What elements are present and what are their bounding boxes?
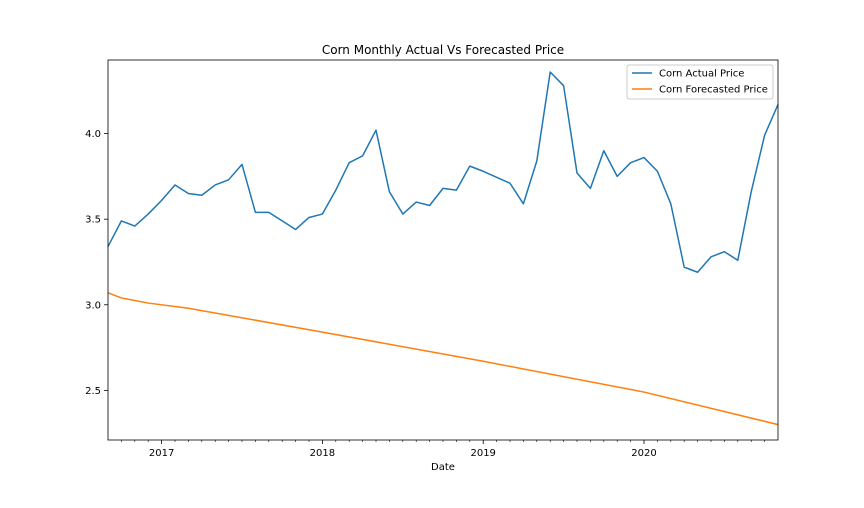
y-tick-label: 2.5 bbox=[85, 386, 101, 397]
legend-label-1: Corn Actual Price bbox=[659, 69, 744, 80]
series-line-2 bbox=[107, 292, 779, 426]
x-tick-label: 2019 bbox=[470, 448, 495, 459]
series-layer bbox=[107, 71, 779, 426]
axes-layer: 2017 2018 2019 2020 2.5 3.0 3.5 4.0 bbox=[85, 129, 765, 459]
y-tick-label: 3.0 bbox=[85, 300, 101, 311]
plot-area-frame bbox=[107, 59, 779, 441]
x-tick-label: 2018 bbox=[310, 448, 335, 459]
x-axis-label: Date bbox=[431, 462, 455, 473]
chart-title: Corn Monthly Actual Vs Forecasted Price bbox=[322, 43, 564, 57]
x-tick-label: 2017 bbox=[149, 448, 174, 459]
series-line-1 bbox=[107, 71, 779, 273]
y-tick-label: 3.5 bbox=[85, 215, 101, 226]
legend-box bbox=[626, 64, 774, 100]
x-tick-label: 2020 bbox=[631, 448, 656, 459]
legend-label-2: Corn Forecasted Price bbox=[659, 85, 768, 96]
y-tick-label: 4.0 bbox=[85, 129, 101, 140]
legend: Corn Actual Price Corn Forecasted Price bbox=[626, 64, 774, 100]
